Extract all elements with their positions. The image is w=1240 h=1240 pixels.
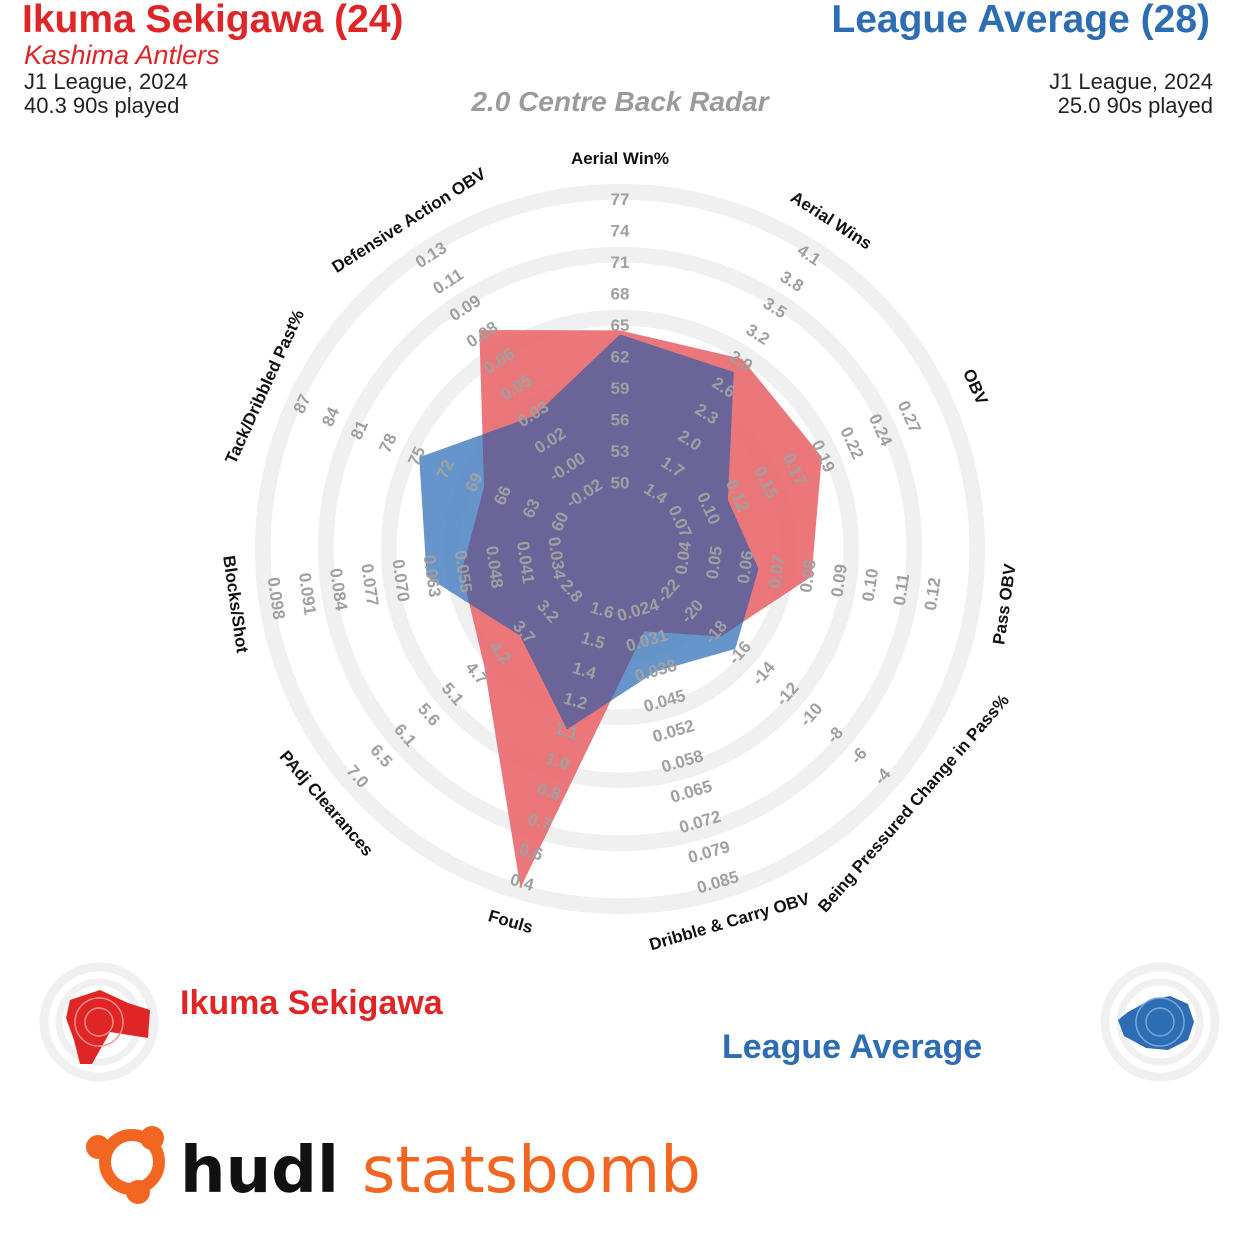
tick-label: 0.27 (894, 398, 925, 436)
tick-label: 0.08 (796, 558, 820, 593)
player-team: Kashima Antlers (24, 40, 220, 70)
tick-label: 62 (611, 348, 630, 367)
legend-comparison-label: League Average (722, 1028, 983, 1066)
tick-label: 68 (611, 285, 630, 304)
metric-label: Aerial Win% (571, 149, 669, 168)
metric-label: Being Pressured Change in Pass% (814, 691, 1013, 916)
tick-label: 56 (611, 411, 630, 430)
tick-label: 84 (318, 404, 343, 430)
metric-label: Fouls (486, 906, 535, 937)
tick-label: 53 (611, 442, 630, 461)
chart-subtitle: 2.0 Centre Back Radar (471, 86, 769, 117)
metric-label: Pass OBV (989, 562, 1019, 646)
tick-label: -6 (847, 744, 871, 768)
radar-ring (254, 183, 986, 915)
series-overlap-area (461, 334, 759, 730)
player-league: J1 League, 2024 (24, 69, 188, 94)
tick-label: 0.091 (295, 572, 320, 617)
comparison-league: J1 League, 2024 (1049, 69, 1213, 94)
tick-label: 0.077 (357, 563, 382, 608)
tick-label: 78 (376, 431, 401, 456)
radar-ring (317, 246, 923, 852)
tick-label: 0.10 (859, 567, 883, 602)
tick-label: 0.11 (890, 572, 913, 607)
tick-label: 77 (611, 190, 630, 209)
comparison-title: League Average (28) (831, 0, 1210, 41)
tick-label: 3.8 (777, 267, 807, 296)
tick-label: 74 (611, 222, 630, 241)
tick-label: 0.06 (734, 549, 758, 584)
player-title: Ikuma Sekigawa (24) (22, 0, 404, 41)
tick-label: 65 (611, 316, 630, 335)
metric-label: OBV (959, 366, 992, 408)
tick-label: 59 (611, 379, 630, 398)
metric-label: Blocks/Shot (219, 554, 252, 654)
legend-player-label: Ikuma Sekigawa (180, 984, 443, 1022)
comparison-minutes: 25.0 90s played (1057, 93, 1213, 118)
tick-label: 0.05 (703, 545, 727, 580)
tick-label: 0.04 (672, 540, 696, 576)
tick-label: 0.22 (836, 424, 867, 462)
tick-label: 0.09 (827, 563, 851, 598)
player-minutes: 40.3 90s played (24, 93, 180, 118)
radar-ring (380, 309, 860, 789)
tick-label: 0.07 (765, 554, 789, 589)
tick-label: 0.12 (921, 576, 945, 611)
tick-label: 71 (611, 253, 630, 272)
tick-label: 50 (611, 474, 630, 493)
tick-label: 3.2 (743, 320, 773, 349)
